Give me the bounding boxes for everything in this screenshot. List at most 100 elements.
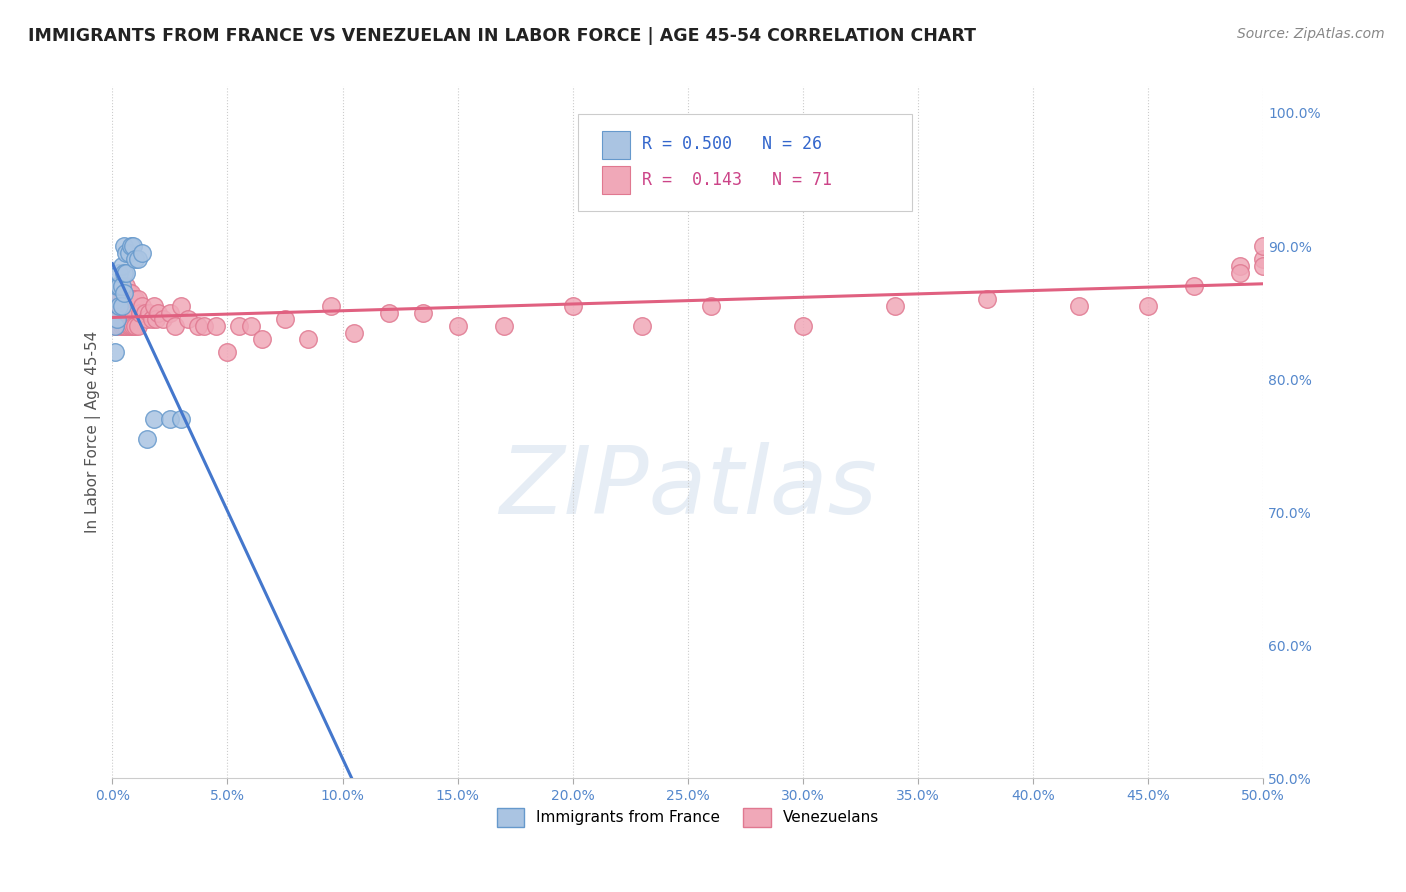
Text: R =  0.143   N = 71: R = 0.143 N = 71	[641, 170, 832, 189]
Point	[630, 318, 652, 333]
Point	[1137, 299, 1160, 313]
Point	[127, 292, 149, 306]
Point	[108, 279, 131, 293]
Point	[205, 318, 228, 333]
Point	[105, 312, 128, 326]
Point	[104, 345, 127, 359]
Point	[239, 318, 262, 333]
Point	[112, 285, 135, 300]
Point	[138, 305, 160, 319]
Point	[124, 252, 146, 267]
Point	[105, 312, 128, 326]
Point	[177, 312, 200, 326]
Point	[343, 326, 366, 340]
Point	[976, 292, 998, 306]
Point	[446, 318, 468, 333]
Point	[170, 299, 193, 313]
Point	[110, 299, 132, 313]
Point	[274, 312, 297, 326]
Point	[127, 318, 149, 333]
Point	[112, 299, 135, 313]
Text: R = 0.500   N = 26: R = 0.500 N = 26	[641, 135, 821, 153]
Point	[108, 266, 131, 280]
Point	[104, 318, 127, 333]
Point	[108, 285, 131, 300]
Point	[110, 318, 132, 333]
Point	[1251, 252, 1274, 267]
Point	[700, 299, 723, 313]
Point	[105, 299, 128, 313]
Point	[250, 332, 273, 346]
Point	[112, 318, 135, 333]
Text: Source: ZipAtlas.com: Source: ZipAtlas.com	[1237, 27, 1385, 41]
Point	[127, 252, 149, 267]
Point	[108, 299, 131, 313]
Point	[104, 318, 127, 333]
Point	[110, 285, 132, 300]
Point	[1251, 239, 1274, 253]
Point	[124, 318, 146, 333]
Point	[141, 312, 163, 326]
Point	[110, 279, 132, 293]
Text: IMMIGRANTS FROM FRANCE VS VENEZUELAN IN LABOR FORCE | AGE 45-54 CORRELATION CHAR: IMMIGRANTS FROM FRANCE VS VENEZUELAN IN …	[28, 27, 976, 45]
Point	[112, 266, 135, 280]
Point	[131, 299, 153, 313]
Point	[152, 312, 174, 326]
Point	[136, 312, 159, 326]
Point	[134, 305, 156, 319]
Point	[115, 279, 138, 293]
Point	[122, 239, 145, 253]
Point	[159, 412, 181, 426]
FancyBboxPatch shape	[578, 114, 912, 211]
Point	[117, 318, 139, 333]
Point	[492, 318, 515, 333]
Point	[115, 318, 138, 333]
Point	[120, 285, 142, 300]
Point	[110, 259, 132, 273]
Point	[170, 412, 193, 426]
Point	[377, 305, 399, 319]
Point	[159, 305, 181, 319]
Point	[115, 299, 138, 313]
Point	[884, 299, 907, 313]
Point	[1182, 279, 1205, 293]
Point	[142, 299, 165, 313]
Point	[124, 292, 146, 306]
Legend: Immigrants from France, Venezuelans: Immigrants from France, Venezuelans	[491, 802, 886, 833]
Point	[1229, 266, 1251, 280]
Point	[112, 239, 135, 253]
Point	[108, 318, 131, 333]
Text: ZIPatlas: ZIPatlas	[499, 442, 877, 533]
Point	[115, 266, 138, 280]
Y-axis label: In Labor Force | Age 45-54: In Labor Force | Age 45-54	[86, 331, 101, 533]
Point	[105, 279, 128, 293]
Point	[104, 299, 127, 313]
Point	[187, 318, 209, 333]
Point	[131, 245, 153, 260]
Point	[1229, 259, 1251, 273]
Point	[117, 245, 139, 260]
Point	[108, 299, 131, 313]
Point	[120, 239, 142, 253]
FancyBboxPatch shape	[602, 166, 630, 194]
Point	[112, 285, 135, 300]
Point	[163, 318, 186, 333]
Point	[228, 318, 250, 333]
Point	[561, 299, 583, 313]
Point	[319, 299, 342, 313]
Point	[1067, 299, 1090, 313]
Point	[122, 318, 145, 333]
Point	[120, 318, 142, 333]
Point	[110, 299, 132, 313]
Point	[148, 305, 170, 319]
Point	[122, 292, 145, 306]
Point	[117, 299, 139, 313]
Point	[105, 292, 128, 306]
FancyBboxPatch shape	[602, 131, 630, 159]
Point	[120, 305, 142, 319]
Point	[145, 312, 167, 326]
Point	[412, 305, 434, 319]
Point	[129, 305, 152, 319]
Point	[136, 432, 159, 446]
Point	[115, 245, 138, 260]
